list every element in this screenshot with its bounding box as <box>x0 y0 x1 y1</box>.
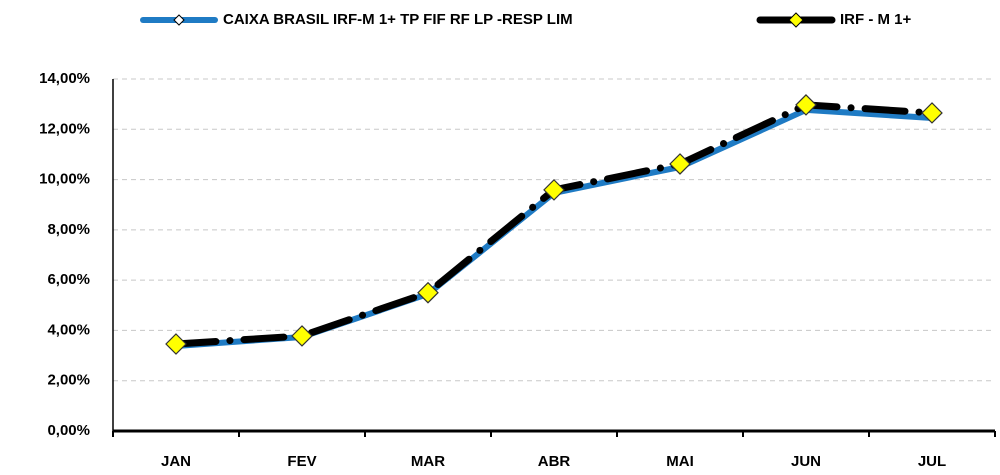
x-tick-label: MAR <box>411 453 445 470</box>
series-marker <box>795 94 817 116</box>
y-tick-label: 12,00% <box>39 120 90 137</box>
series-marker <box>291 325 313 347</box>
series-marker <box>165 333 187 355</box>
x-tick-label: JUL <box>918 453 946 470</box>
x-tick-label: JUN <box>791 453 821 470</box>
series-line <box>172 101 936 348</box>
x-tick-label: MAI <box>666 453 694 470</box>
y-tick-label: 6,00% <box>47 271 90 288</box>
legend-label: CAIXA BRASIL IRF-M 1+ TP FIF RF LP -RESP… <box>223 11 573 28</box>
x-tick-label: JAN <box>161 453 191 470</box>
y-tick-label: 8,00% <box>47 221 90 238</box>
series-marker <box>417 281 439 304</box>
series-marker <box>543 179 565 201</box>
series-marker <box>921 102 943 124</box>
legend-marker <box>173 14 185 26</box>
series-marker <box>669 153 691 175</box>
x-tick-label: ABR <box>538 453 571 470</box>
y-tick-label: 0,00% <box>47 422 90 439</box>
y-tick-label: 14,00% <box>39 70 90 87</box>
x-tick-label: FEV <box>287 453 316 470</box>
y-tick-label: 4,00% <box>47 321 90 338</box>
series-line <box>173 106 935 350</box>
y-tick-label: 10,00% <box>39 171 90 188</box>
legend-marker <box>788 12 804 28</box>
legend-label: IRF - M 1+ <box>840 11 911 28</box>
y-tick-label: 2,00% <box>47 372 90 389</box>
